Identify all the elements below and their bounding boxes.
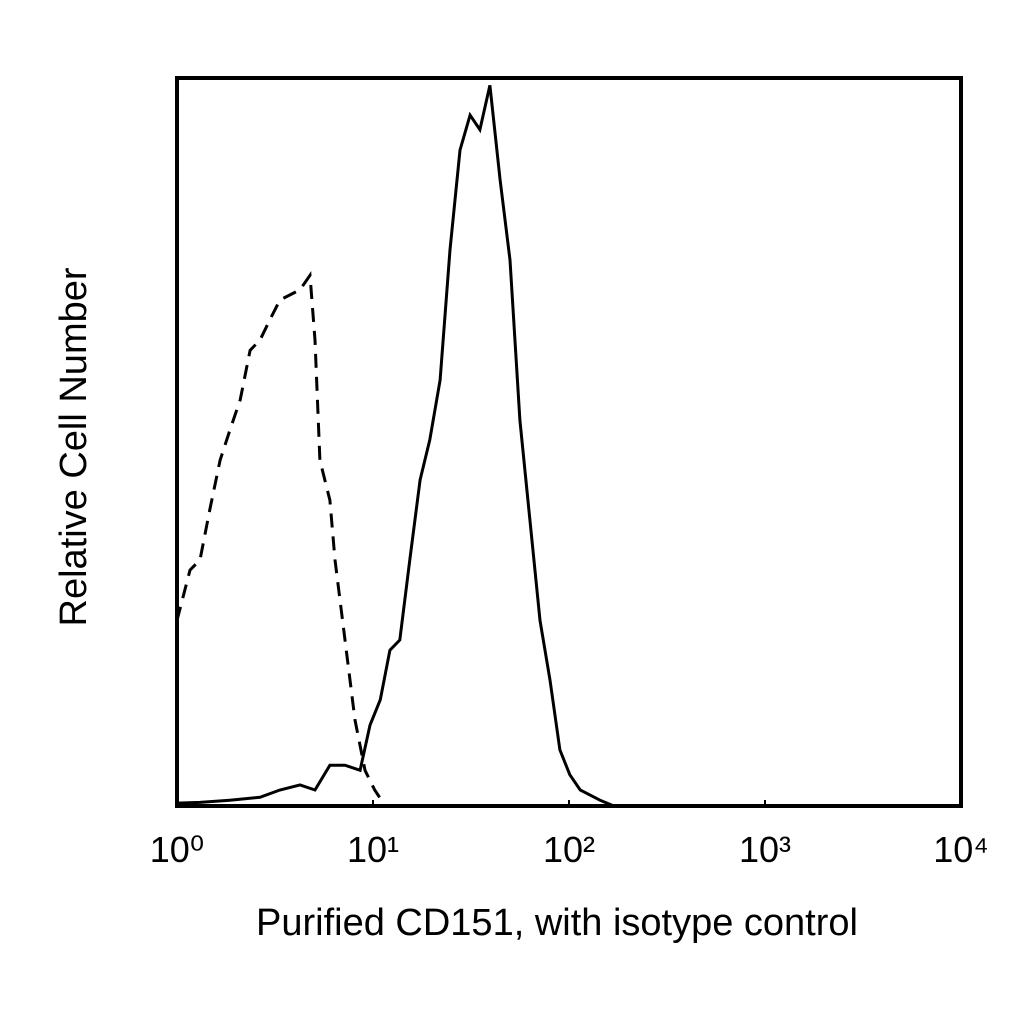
isotype-curve [175, 270, 387, 807]
y-axis-label: Relative Cell Number [53, 267, 95, 626]
x-tick-label: 10³ [739, 829, 791, 870]
x-tick-label: 10² [543, 829, 595, 870]
x-tick-label: 10⁰ [150, 829, 204, 870]
plot-frame [175, 76, 963, 808]
x-tick-label: 10⁴ [933, 829, 989, 870]
x-axis-label: Purified CD151, with isotype control [256, 902, 858, 944]
x-tick-label: 10¹ [347, 829, 399, 870]
sample-curve [176, 84, 613, 807]
